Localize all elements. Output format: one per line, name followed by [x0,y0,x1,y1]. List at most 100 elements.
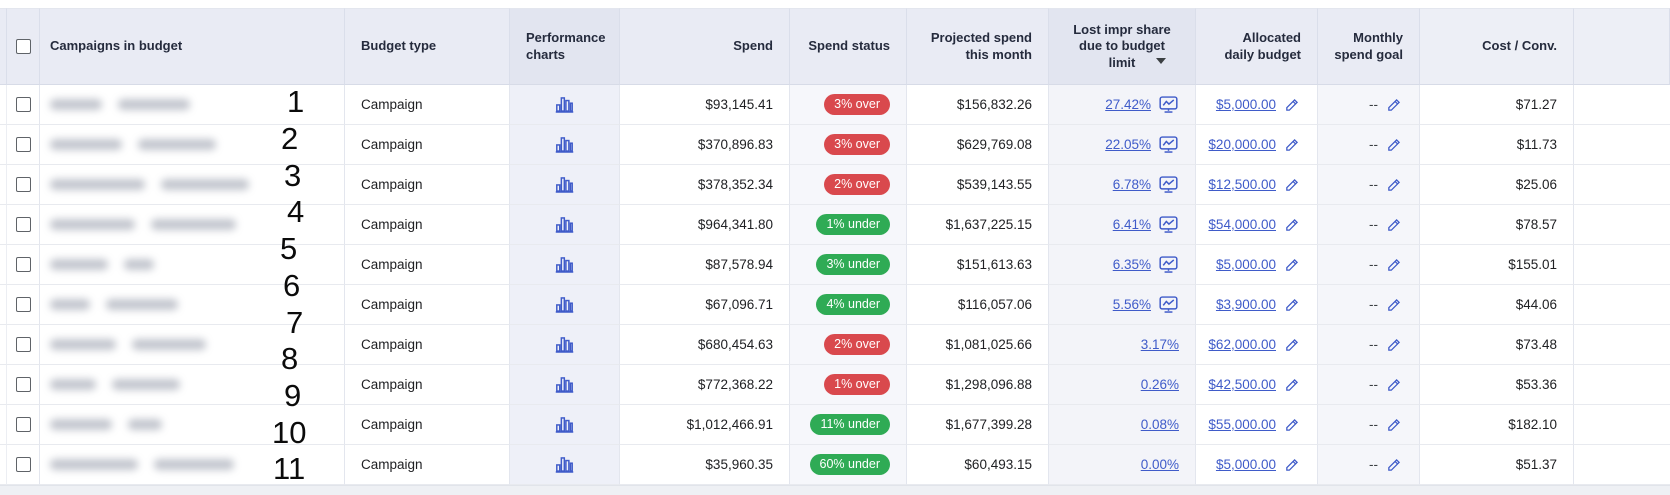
edit-pencil-icon[interactable] [1284,296,1301,313]
bar-chart-icon[interactable] [554,254,575,275]
allocated-budget-link[interactable]: $55,000.00 [1208,417,1276,432]
edit-pencil-icon[interactable] [1284,176,1301,193]
allocated-budget-link[interactable]: $5,000.00 [1215,257,1276,272]
insight-monitor-chart-icon[interactable] [1158,254,1179,275]
lost-impr-share-link[interactable]: 6.35% [1112,257,1151,272]
row-checkbox[interactable] [15,137,31,152]
lost-impr-share-link[interactable]: 5.56% [1112,297,1151,312]
bar-chart-icon[interactable] [554,414,575,435]
bar-chart-icon[interactable] [554,374,575,395]
insight-monitor-chart-icon[interactable] [1158,134,1179,155]
row-checkbox[interactable] [15,337,31,352]
edit-pencil-icon[interactable] [1386,256,1403,273]
budget-type-label: Campaign [361,337,423,352]
campaign-name-cell[interactable] [40,125,345,165]
row-checkbox[interactable] [15,457,31,472]
header-allocated-budget[interactable]: Allocated daily budget [1196,8,1318,85]
campaign-name-cell[interactable] [40,325,345,365]
sort-descending-icon[interactable] [1156,58,1166,65]
header-cost-conv[interactable]: Cost / Conv. [1420,8,1574,85]
header-campaigns[interactable]: Campaigns in budget [40,8,345,85]
edit-pencil-icon[interactable] [1386,96,1403,113]
bar-chart-icon[interactable] [554,214,575,235]
header-lost-impr-share[interactable]: Lost impr share due to budget limit [1049,8,1196,85]
campaign-name-cell[interactable] [40,205,345,245]
edit-pencil-icon[interactable] [1284,456,1301,473]
lost-impr-share-link[interactable]: 0.26% [1140,377,1179,392]
budget-type-cell: Campaign [345,165,510,205]
edit-pencil-icon[interactable] [1284,416,1301,433]
allocated-budget-link[interactable]: $3,900.00 [1215,297,1276,312]
lost-impr-share-link[interactable]: 6.78% [1112,177,1151,192]
edit-pencil-icon[interactable] [1284,256,1301,273]
allocated-budget-cell: $5,000.00 [1196,445,1318,485]
spend-status-cell: 3% under [790,245,907,285]
bar-chart-icon[interactable] [554,294,575,315]
lost-impr-share-link[interactable]: 0.00% [1140,457,1179,472]
campaign-name-cell[interactable] [40,445,345,485]
edit-pencil-icon[interactable] [1386,416,1403,433]
allocated-budget-link[interactable]: $12,500.00 [1208,177,1276,192]
edit-pencil-icon[interactable] [1386,336,1403,353]
performance-chart-cell [510,205,620,245]
row-checkbox[interactable] [15,97,31,112]
insight-monitor-chart-icon[interactable] [1158,94,1179,115]
bar-chart-icon[interactable] [554,454,575,475]
edit-pencil-icon[interactable] [1284,216,1301,233]
allocated-budget-link[interactable]: $62,000.00 [1208,337,1276,352]
edit-pencil-icon[interactable] [1284,336,1301,353]
campaign-name-cell[interactable] [40,405,345,445]
bar-chart-icon[interactable] [554,94,575,115]
campaign-name-cell[interactable] [40,165,345,205]
edit-pencil-icon[interactable] [1386,296,1403,313]
row-checkbox[interactable] [15,217,31,232]
left-gutter [0,125,7,165]
performance-chart-cell [510,165,620,205]
row-checkbox[interactable] [15,257,31,272]
edit-pencil-icon[interactable] [1386,216,1403,233]
spend-status-cell: 1% under [790,205,907,245]
lost-impr-share-link[interactable]: 3.17% [1140,337,1179,352]
campaign-name-cell[interactable] [40,285,345,325]
row-checkbox[interactable] [15,297,31,312]
row-checkbox[interactable] [15,377,31,392]
edit-pencil-icon[interactable] [1386,376,1403,393]
edit-pencil-icon[interactable] [1284,96,1301,113]
annotation-number: 10 [272,415,307,450]
edit-pencil-icon[interactable] [1284,136,1301,153]
header-spend[interactable]: Spend [620,8,790,85]
campaign-name-cell[interactable] [40,85,345,125]
lost-impr-share-link[interactable]: 6.41% [1112,217,1151,232]
row-checkbox-cell [7,365,40,405]
insight-monitor-chart-icon[interactable] [1158,294,1179,315]
header-performance-charts[interactable]: Performance charts [510,8,620,85]
edit-pencil-icon[interactable] [1284,376,1301,393]
lost-impr-share-link[interactable]: 0.08% [1140,417,1179,432]
edit-pencil-icon[interactable] [1386,136,1403,153]
allocated-budget-link[interactable]: $42,500.00 [1208,377,1276,392]
allocated-budget-link[interactable]: $5,000.00 [1215,97,1276,112]
allocated-budget-link[interactable]: $5,000.00 [1215,457,1276,472]
table-row: Campaign $772,368.22 1% over $1,298,096.… [0,365,1670,405]
allocated-budget-cell: $3,900.00 [1196,285,1318,325]
header-monthly-goal[interactable]: Monthly spend goal [1318,8,1420,85]
lost-impr-share-link[interactable]: 22.05% [1105,137,1151,152]
row-checkbox[interactable] [15,177,31,192]
campaign-name-cell[interactable] [40,245,345,285]
header-projected-spend[interactable]: Projected spend this month [907,8,1049,85]
lost-impr-share-link[interactable]: 27.42% [1105,97,1151,112]
bar-chart-icon[interactable] [554,134,575,155]
allocated-budget-link[interactable]: $20,000.00 [1208,137,1276,152]
header-spend-status[interactable]: Spend status [790,8,907,85]
header-budget-type[interactable]: Budget type [345,8,510,85]
row-checkbox[interactable] [15,417,31,432]
edit-pencil-icon[interactable] [1386,176,1403,193]
select-all-checkbox[interactable] [15,39,31,54]
insight-monitor-chart-icon[interactable] [1158,174,1179,195]
bar-chart-icon[interactable] [554,334,575,355]
bar-chart-icon[interactable] [554,174,575,195]
allocated-budget-link[interactable]: $54,000.00 [1208,217,1276,232]
campaign-name-cell[interactable] [40,365,345,405]
edit-pencil-icon[interactable] [1386,456,1403,473]
insight-monitor-chart-icon[interactable] [1158,214,1179,235]
